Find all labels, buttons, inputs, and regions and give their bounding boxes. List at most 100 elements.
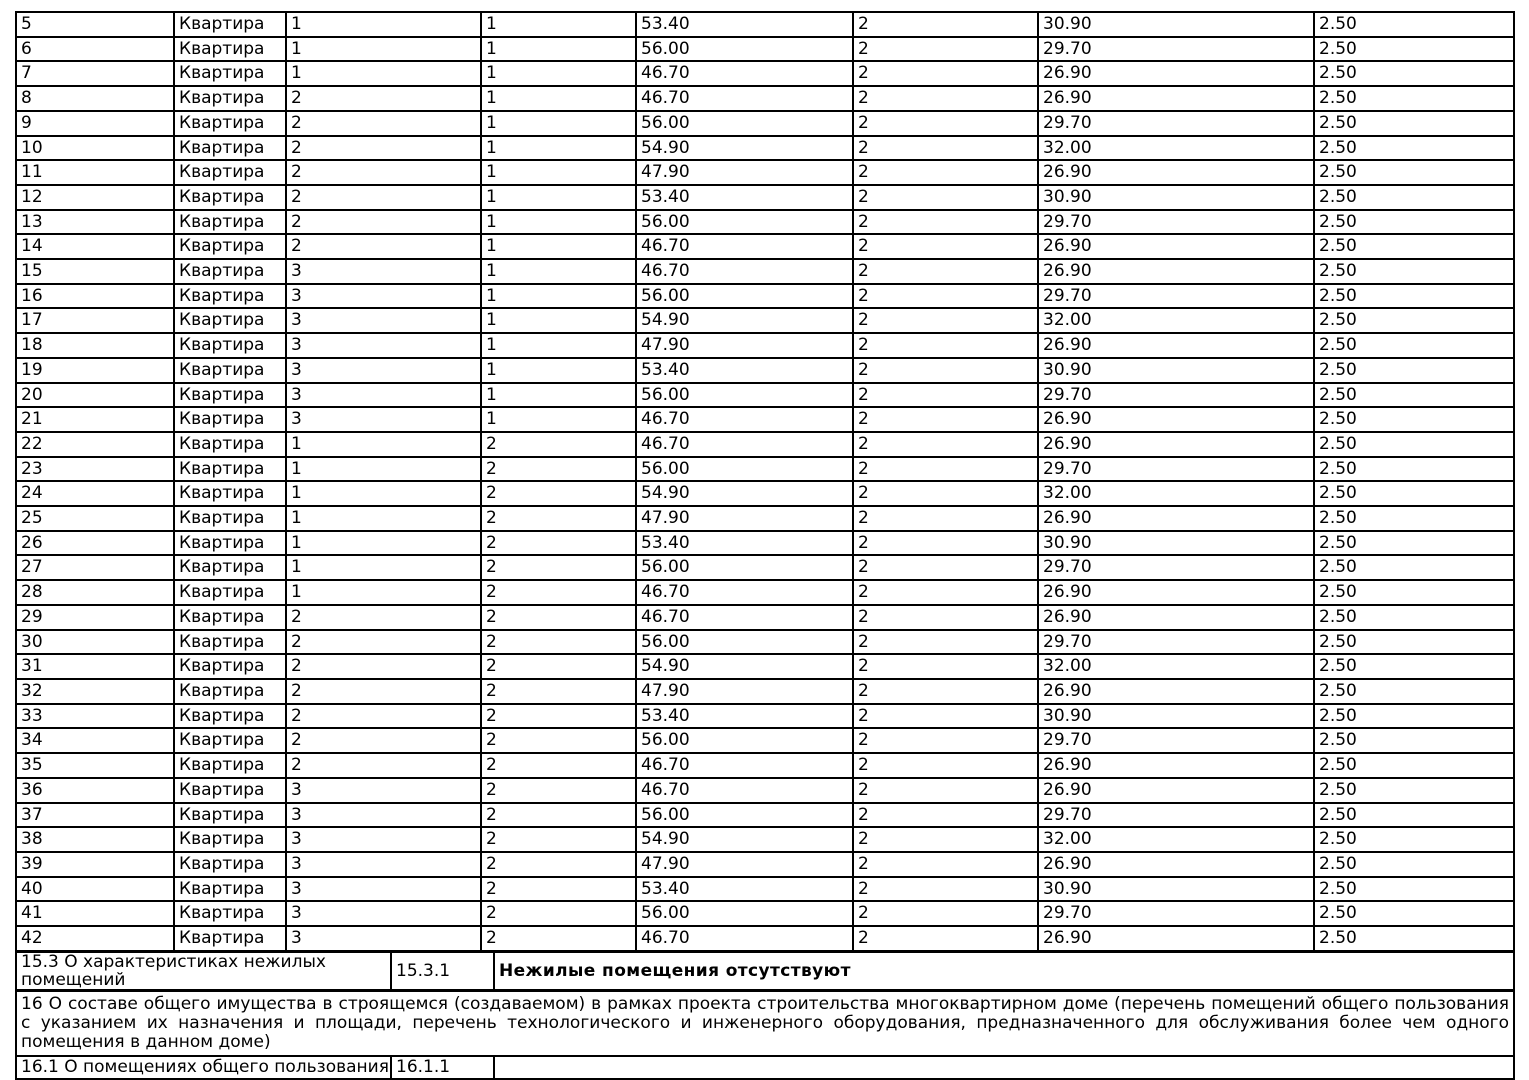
apartment-cell: 2 xyxy=(852,233,1039,261)
apartment-cell: 2 xyxy=(852,529,1039,557)
apartment-cell: 2.50 xyxy=(1313,727,1515,755)
apartment-cell: 1 xyxy=(480,60,637,88)
apartment-cell: 2.50 xyxy=(1313,826,1515,853)
apartment-cell: Квартира xyxy=(173,505,287,532)
section-16-1-code: 16.1.1 xyxy=(390,1054,495,1080)
apartment-cell: 1 xyxy=(480,258,637,285)
apartment-cell: 2 xyxy=(480,653,637,680)
apartment-cell: 2 xyxy=(852,455,1039,483)
apartment-cell: 2 xyxy=(480,480,637,508)
apartment-cell: 2.50 xyxy=(1313,900,1515,928)
apartment-cell: 24 xyxy=(15,480,175,508)
apartment-cell: 30.90 xyxy=(1037,356,1315,384)
apartment-cell: 56.00 xyxy=(635,109,854,137)
apartment-cell: 2.50 xyxy=(1313,208,1515,236)
apartment-cell: Квартира xyxy=(173,875,287,903)
apartment-cell: 2 xyxy=(480,603,637,631)
apartment-cell: 56.00 xyxy=(635,282,854,310)
section-16-heading: 16 О составе общего имущества в строящем… xyxy=(15,989,1515,1057)
apartment-row: 31 Квартира 2 2 54.90 2 32.00 2.50 xyxy=(15,653,1515,680)
apartment-cell: Квартира xyxy=(173,653,287,680)
apartment-cell: Квартира xyxy=(173,480,287,508)
apartment-cell: 2 xyxy=(285,727,482,755)
apartment-cell: Квартира xyxy=(173,85,287,112)
apartment-row: 5 Квартира 1 1 53.40 2 30.90 2.50 xyxy=(15,11,1515,38)
apartment-cell: 2 xyxy=(480,430,637,458)
apartment-cell: 15 xyxy=(15,258,175,285)
apartment-cell: 22 xyxy=(15,430,175,458)
apartment-cell: 2 xyxy=(285,677,482,705)
apartment-cell: 26.90 xyxy=(1037,579,1315,606)
apartment-cell: Квартира xyxy=(173,60,287,88)
apartment-cell: 2 xyxy=(852,208,1039,236)
apartment-cell: Квартира xyxy=(173,356,287,384)
apartment-cell: 2.50 xyxy=(1313,480,1515,508)
apartment-cell: 2 xyxy=(480,455,637,483)
apartment-cell: 39 xyxy=(15,850,175,878)
apartment-cell: 2 xyxy=(852,554,1039,582)
apartment-row: 36 Квартира 3 2 46.70 2 26.90 2.50 xyxy=(15,776,1515,804)
apartment-cell: 6 xyxy=(15,35,175,63)
apartment-cell: 2 xyxy=(852,579,1039,606)
apartment-cell: 1 xyxy=(480,85,637,112)
apartment-cell: 2.50 xyxy=(1313,307,1515,335)
apartment-cell: 1 xyxy=(285,480,482,508)
apartment-cell: 2 xyxy=(285,85,482,112)
apartment-row: 27 Квартира 1 2 56.00 2 29.70 2.50 xyxy=(15,554,1515,582)
apartment-cell: 1 xyxy=(480,233,637,261)
apartment-row: 39 Квартира 3 2 47.90 2 26.90 2.50 xyxy=(15,850,1515,878)
apartment-cell: 2 xyxy=(852,356,1039,384)
section-15-3-row: 15.3 О характеристиках нежилых помещений… xyxy=(15,950,1515,991)
apartment-row: 8 Квартира 2 1 46.70 2 26.90 2.50 xyxy=(15,85,1515,112)
section-15-3-table: 15.3 О характеристиках нежилых помещений… xyxy=(15,950,1515,991)
apartment-cell: Квартира xyxy=(173,332,287,359)
apartment-cell: 26.90 xyxy=(1037,925,1315,952)
apartment-cell: 1 xyxy=(480,307,637,335)
apartment-cell: 2.50 xyxy=(1313,776,1515,804)
apartment-cell: Квартира xyxy=(173,159,287,186)
apartment-cell: 14 xyxy=(15,233,175,261)
apartment-cell: Квартира xyxy=(173,381,287,409)
apartment-cell: 26.90 xyxy=(1037,677,1315,705)
apartment-cell: 9 xyxy=(15,109,175,137)
section-16-1-row: 16.1 О помещениях общего пользования 16.… xyxy=(15,1054,1515,1080)
apartment-cell: 54.90 xyxy=(635,480,854,508)
apartment-cell: 32.00 xyxy=(1037,307,1315,335)
apartment-row: 12 Квартира 2 1 53.40 2 30.90 2.50 xyxy=(15,183,1515,211)
apartment-cell: 1 xyxy=(480,356,637,384)
apartment-row: 19 Квартира 3 1 53.40 2 30.90 2.50 xyxy=(15,356,1515,384)
apartment-cell: 2 xyxy=(480,752,637,779)
apartment-cell: 29.70 xyxy=(1037,801,1315,829)
apartment-cell: 1 xyxy=(480,381,637,409)
apartment-cell: 2.50 xyxy=(1313,85,1515,112)
apartment-cell: 1 xyxy=(480,332,637,359)
apartment-row: 40 Квартира 3 2 53.40 2 30.90 2.50 xyxy=(15,875,1515,903)
apartment-cell: 46.70 xyxy=(635,603,854,631)
apartment-cell: 2 xyxy=(480,677,637,705)
apartment-cell: 26.90 xyxy=(1037,159,1315,186)
apartment-cell: 42 xyxy=(15,925,175,952)
apartment-cell: Квартира xyxy=(173,183,287,211)
apartment-cell: 53.40 xyxy=(635,529,854,557)
apartment-cell: 56.00 xyxy=(635,554,854,582)
apartment-cell: 2.50 xyxy=(1313,406,1515,433)
apartment-cell: 46.70 xyxy=(635,579,854,606)
apartment-cell: 2 xyxy=(852,480,1039,508)
section-16-heading-row: 16 О составе общего имущества в строящем… xyxy=(15,989,1515,1057)
apartment-cell: 2 xyxy=(852,505,1039,532)
apartment-cell: 29.70 xyxy=(1037,208,1315,236)
document-page: 5 Квартира 1 1 53.40 2 30.90 2.50 6 Квартира 1 1 56.… xyxy=(15,11,1515,1080)
apartment-cell: 19 xyxy=(15,356,175,384)
apartment-cell: 1 xyxy=(285,35,482,63)
apartment-cell: 26.90 xyxy=(1037,406,1315,433)
apartment-cell: 2 xyxy=(285,109,482,137)
apartment-cell: 2 xyxy=(480,776,637,804)
apartment-cell: 53.40 xyxy=(635,356,854,384)
apartment-cell: 2 xyxy=(852,702,1039,730)
apartment-cell: 26.90 xyxy=(1037,233,1315,261)
apartment-row: 23 Квартира 1 2 56.00 2 29.70 2.50 xyxy=(15,455,1515,483)
apartment-row: 30 Квартира 2 2 56.00 2 29.70 2.50 xyxy=(15,628,1515,656)
apartment-cell: Квартира xyxy=(173,258,287,285)
apartment-cell: 17 xyxy=(15,307,175,335)
apartment-cell: 2.50 xyxy=(1313,529,1515,557)
